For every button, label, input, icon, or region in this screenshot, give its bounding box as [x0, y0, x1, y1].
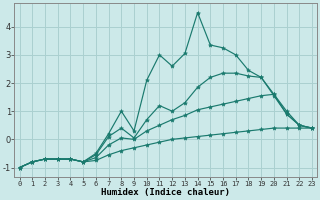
X-axis label: Humidex (Indice chaleur): Humidex (Indice chaleur) — [101, 188, 230, 197]
